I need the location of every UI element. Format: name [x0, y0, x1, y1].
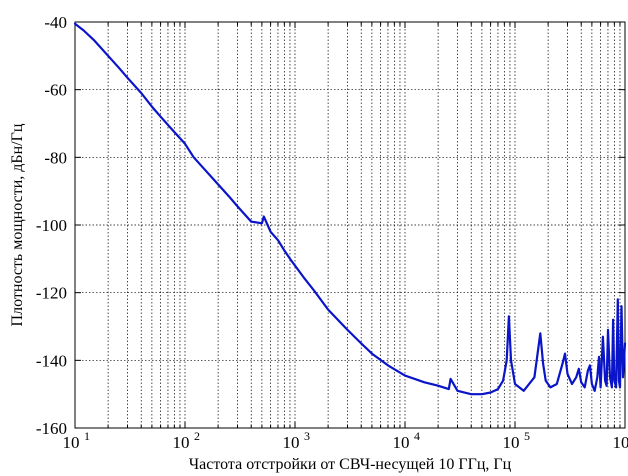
axis-ticks: [74, 21, 626, 429]
plot-frame: [74, 21, 626, 429]
grid: [75, 22, 625, 428]
x-tick-exponent: 3: [304, 429, 310, 443]
series-layer: [73, 22, 627, 396]
x-tick-label: 10: [393, 433, 410, 452]
y-axis-title: Плотность мощности, дБн/Гц: [9, 123, 26, 326]
x-tick-exponent: 2: [194, 429, 200, 443]
y-tick-labels: -40 -60 -80 -100 -120 -140 -160: [36, 13, 67, 438]
x-tick-exponent: 5: [524, 429, 530, 443]
y-tick-label: -80: [44, 148, 67, 167]
x-tick-label: 10: [63, 433, 80, 452]
x-tick-exponent: 1: [84, 429, 90, 443]
x-axis-title: Частота отстройки от СВЧ-несущей 10 ГГц,…: [189, 456, 512, 473]
x-tick-label: 10: [613, 433, 628, 452]
x-tick-label: 10: [173, 433, 190, 452]
x-tick-label: 10: [283, 433, 300, 452]
x-tick-labels: 101102103104105106: [63, 429, 628, 452]
series-line-0: [73, 22, 627, 396]
y-tick-label: -60: [44, 81, 67, 100]
y-tick-label: -100: [36, 216, 67, 235]
y-tick-label: -140: [36, 351, 67, 370]
x-tick-label: 10: [503, 433, 520, 452]
x-tick-exponent: 4: [414, 429, 420, 443]
y-tick-label: -160: [36, 419, 67, 438]
y-tick-label: -40: [44, 13, 67, 32]
y-tick-label: -120: [36, 284, 67, 303]
